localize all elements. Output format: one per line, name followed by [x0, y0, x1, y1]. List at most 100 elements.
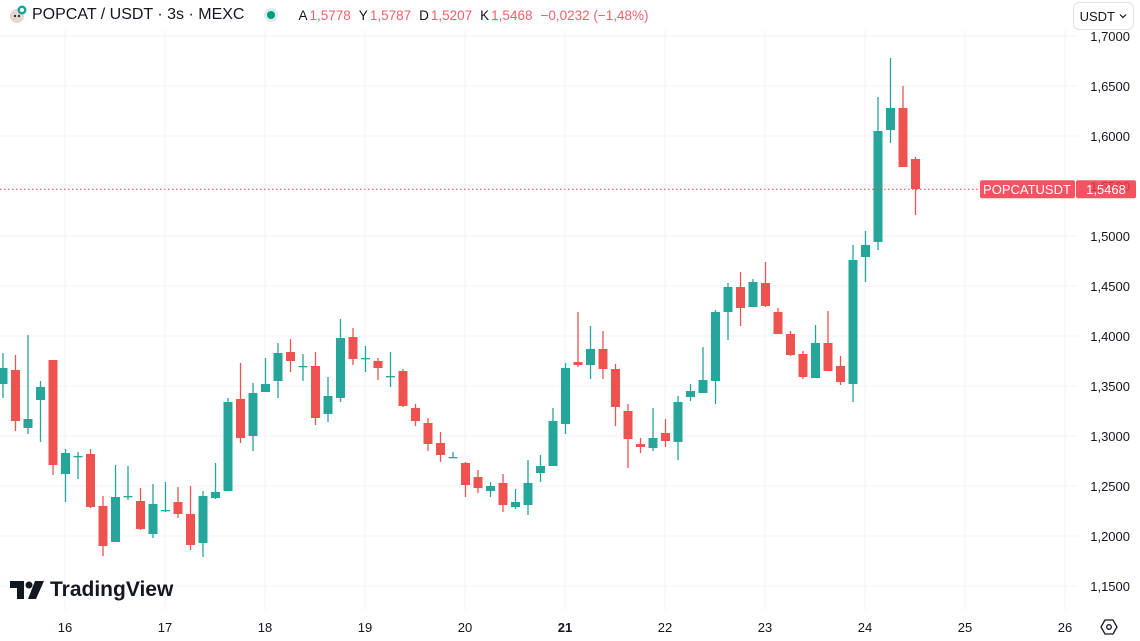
candle: [573, 362, 583, 365]
candle: [286, 352, 295, 361]
candle: [111, 497, 120, 542]
x-axis-label: 22: [658, 620, 672, 635]
candle: [836, 366, 845, 382]
ohlc-open: A 1,5778: [298, 7, 351, 23]
candle: [461, 463, 470, 485]
y-axis-label: 1,5000: [1090, 229, 1130, 244]
candle: [36, 387, 45, 400]
candle: [223, 402, 233, 491]
candle: [386, 376, 395, 378]
candle: [673, 402, 683, 442]
y-axis-label: 1,2500: [1090, 479, 1130, 494]
y-axis-label: 1,6000: [1090, 129, 1130, 144]
y-axis-label: 1,2000: [1090, 529, 1130, 544]
y-axis-label: 1,3500: [1090, 379, 1130, 394]
axis-price-tag: [1076, 180, 1136, 199]
popcat-logo-icon: [8, 5, 28, 25]
price-tag-value: 1,5468: [1086, 182, 1126, 197]
x-axis-label: 17: [158, 620, 172, 635]
candle: [98, 506, 108, 546]
settings-gear-icon[interactable]: [1100, 618, 1118, 636]
candle: [611, 369, 620, 407]
x-axis-label: 25: [958, 620, 972, 635]
candle: [486, 486, 495, 491]
candle: [898, 108, 908, 167]
candle: [348, 337, 358, 359]
candle: [123, 496, 133, 498]
candle: [661, 433, 670, 441]
y-axis-label: 1,4000: [1090, 329, 1130, 344]
candle: [248, 393, 258, 436]
candle: [523, 483, 533, 505]
currency-selector[interactable]: USDT: [1072, 2, 1134, 30]
candle: [823, 343, 833, 371]
candle: [361, 358, 370, 360]
candle: [11, 370, 20, 421]
x-axis-label: 19: [358, 620, 372, 635]
candle: [761, 283, 770, 306]
candle: [473, 477, 483, 488]
x-axis-label: 23: [758, 620, 772, 635]
candle: [861, 245, 870, 257]
tradingview-logo[interactable]: TradingView: [10, 578, 173, 602]
currency-label: USDT: [1079, 8, 1115, 24]
symbol-price-tag: [980, 180, 1075, 199]
candle: [173, 502, 183, 514]
symbol-title[interactable]: POPCAT / USDT · 3s · MEXC: [32, 6, 245, 23]
candle: [686, 391, 695, 397]
candle: [561, 368, 570, 424]
ohlc-values: A 1,5778 Y 1,5787 D 1,5207 K 1,5468: [298, 8, 532, 23]
candle: [86, 454, 95, 507]
candle: [423, 423, 433, 444]
candle: [736, 287, 745, 308]
candle: [0, 368, 8, 384]
candle: [148, 504, 158, 534]
candle: [336, 338, 345, 398]
candle: [648, 438, 658, 448]
candle: [298, 366, 308, 368]
candle: [398, 371, 408, 406]
candle: [186, 514, 195, 545]
candle: [586, 349, 595, 365]
candle: [536, 466, 545, 473]
candle: [136, 501, 145, 529]
candle: [273, 353, 283, 381]
candles: [0, 58, 920, 557]
candle: [548, 421, 558, 466]
candle: [236, 399, 245, 438]
candle: [786, 334, 795, 355]
candle: [73, 456, 83, 458]
candle: [636, 444, 645, 447]
y-axis-label: 1,1500: [1090, 579, 1130, 594]
y-axis-label: 1,4500: [1090, 279, 1130, 294]
candle: [748, 282, 758, 307]
market-status-icon[interactable]: [264, 8, 279, 22]
ohlc-close: K 1,5468: [480, 7, 533, 23]
x-axis-label: 20: [458, 620, 472, 635]
candle: [448, 457, 458, 459]
candle: [198, 496, 208, 543]
candle: [48, 360, 58, 465]
chart-header: POPCAT / USDT · 3s · MEXC A 1,5778 Y 1,578…: [0, 0, 649, 30]
candle: [698, 380, 708, 393]
chevron-down-icon: [1119, 14, 1127, 19]
candle: [711, 312, 720, 381]
y-axis-label: 1,6500: [1090, 79, 1130, 94]
candle: [436, 443, 445, 455]
candle: [161, 510, 170, 512]
y-axis-label: 1,7000: [1090, 29, 1130, 44]
candle: [373, 361, 383, 368]
candle: [323, 396, 333, 414]
y-axis-label: 1,3000: [1090, 429, 1130, 444]
price-change: −0,0232 (−1,48%): [540, 7, 649, 23]
candle: [598, 349, 608, 369]
candle: [23, 419, 33, 428]
candle: [311, 366, 320, 418]
candle: [261, 384, 270, 392]
ohlc-high: Y 1,5787: [358, 7, 412, 23]
candle: [511, 502, 520, 507]
x-axis-label: 18: [258, 620, 272, 635]
tradingview-wordmark: TradingView: [50, 578, 174, 601]
candle: [61, 453, 70, 474]
